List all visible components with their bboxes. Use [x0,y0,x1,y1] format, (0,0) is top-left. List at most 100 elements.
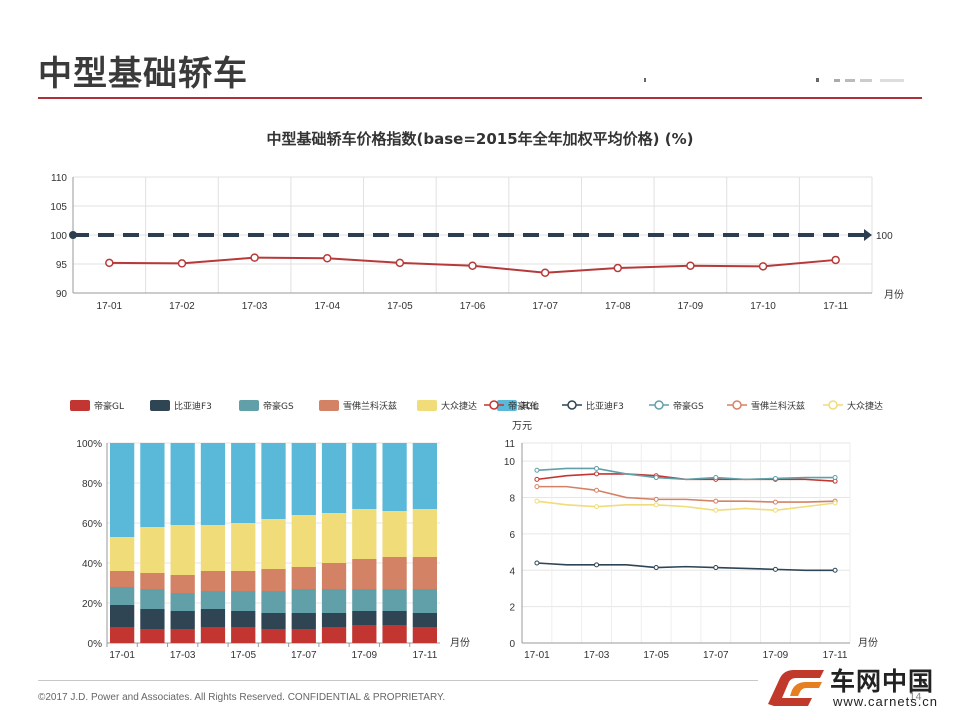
bar-segment [200,627,226,643]
bar-segment [382,611,407,625]
bar-segment [412,509,437,557]
y-tick-label: 0 [509,639,515,650]
bar-segment [231,571,256,591]
x-tick-label: 17-09 [678,301,704,312]
reference-line-label: 100 [876,231,893,242]
data-point [713,475,719,481]
bar-segment [261,629,286,643]
data-point [832,500,838,506]
data-point [831,255,840,265]
page-title: 中型基础轿车 [38,54,248,94]
y-tick-label: 8 [509,494,515,505]
bar-segment [261,443,286,519]
series-line [536,562,836,572]
data-point [713,507,719,513]
x-tick-label: 17-01 [524,650,550,661]
x-tick-label: 17-04 [314,301,340,312]
bar-segment [382,625,407,643]
bar-segment [321,613,347,627]
bar-segment [352,625,377,643]
legend-label: 帝豪GS [263,400,294,412]
data-point [686,261,695,270]
bar-segment [110,537,135,571]
data-point [772,507,778,513]
x-tick-label: 17-07 [291,650,317,661]
series-line [536,467,836,481]
bar-segment [140,443,165,527]
bar-segment [110,587,135,605]
bar-segment [321,563,347,589]
bar-segment [140,573,165,589]
legend-label: 比亚迪F3 [586,400,624,412]
bar-segment [231,523,256,571]
y-tick-label: 110 [51,173,67,184]
y-tick-label: 90 [56,289,68,300]
bar-segment [382,557,407,589]
data-point [534,476,540,482]
data-point [534,560,540,566]
bar-segment [170,611,195,629]
bar-segment [382,443,407,511]
bar-segment [352,611,377,625]
data-point [653,475,659,481]
x-tick-label: 17-07 [532,301,558,312]
bar-segment [291,567,316,589]
legend-marker [732,400,742,410]
data-point [395,258,405,268]
y-tick-label: 105 [50,202,67,213]
bar-segment [140,527,165,573]
legend-label: 比亚迪F3 [174,400,212,412]
y-tick-label: 60% [82,519,102,530]
bar-segment [200,609,226,627]
page-number: 14 [909,692,922,703]
bar-segment [231,443,256,523]
y-tick-label: 100% [76,439,102,450]
carnets-logo-icon [768,670,824,706]
y-tick-label: 0% [88,639,103,650]
legend-swatch [417,400,437,411]
x-tick-label: 17-02 [169,301,195,312]
logo-url: www.carnets.cn [833,694,939,709]
bar-segment [261,613,286,629]
data-point [105,258,114,268]
y-tick-label: 6 [509,530,515,541]
y-tick-label: 4 [509,566,515,577]
bar-segment [231,611,256,627]
data-point [832,567,838,573]
data-point [772,566,778,572]
bar-segment [412,627,437,643]
x-axis-title: 月份 [884,289,904,301]
y-tick-label: 80% [82,479,102,490]
data-point [653,502,659,508]
y-tick-label: 40% [82,559,102,570]
bar-segment [321,513,347,563]
bar-segment [291,515,316,567]
data-point [322,253,332,263]
data-point [653,496,659,502]
y-axis-title: 万元 [512,421,532,432]
bar-segment [382,511,407,557]
legend-swatch [70,400,90,411]
data-point [594,487,600,493]
bar-segment [321,443,347,513]
data-point [613,263,623,273]
legend-swatch [319,400,339,411]
bar-segment [231,591,256,611]
logo-text: 车网中国 [830,667,935,696]
x-tick-label: 17-03 [242,301,268,312]
x-tick-label: 17-03 [170,650,196,661]
bar-segment [291,443,316,515]
legend-swatch [497,400,517,411]
bar-segment [170,575,195,593]
bar-segment [352,589,377,611]
x-tick-label: 17-11 [823,650,848,661]
x-tick-label: 17-03 [584,650,610,661]
legend-label: 帝豪GL [94,400,124,412]
data-point [653,565,659,571]
x-tick-label: 17-01 [109,650,135,661]
bar-segment [200,525,226,571]
data-point [594,471,600,477]
legend-label: 大众捷达 [847,400,883,412]
bar-segment [110,571,135,587]
